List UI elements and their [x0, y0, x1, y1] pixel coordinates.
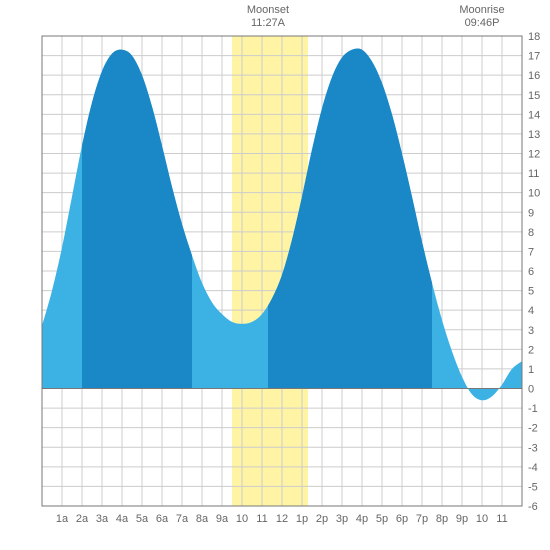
- moonrise-title: Moonrise: [442, 4, 522, 17]
- y-tick-label: 6: [528, 266, 534, 278]
- x-tick-label: 12: [276, 513, 288, 525]
- y-tick-label: 11: [528, 168, 539, 180]
- x-tick-label: 9a: [216, 513, 229, 525]
- x-tick-label: 10: [236, 513, 248, 525]
- chart-svg: -6-5-4-3-2-10123456789101112131415161718…: [0, 0, 550, 550]
- y-tick-label: 9: [528, 207, 534, 219]
- x-tick-label: 3p: [336, 513, 348, 525]
- tide-chart: -6-5-4-3-2-10123456789101112131415161718…: [0, 0, 550, 550]
- x-tick-label: 4p: [356, 513, 368, 525]
- y-tick-label: 18: [528, 31, 540, 43]
- y-tick-label: 4: [528, 305, 534, 317]
- y-tick-label: 3: [528, 325, 534, 337]
- x-tick-label: 1p: [296, 513, 308, 525]
- y-tick-label: 1: [528, 364, 534, 376]
- x-tick-label: 1a: [56, 513, 69, 525]
- x-tick-label: 8p: [436, 513, 448, 525]
- y-tick-label: -5: [528, 481, 538, 493]
- moonrise-time: 09:46P: [442, 17, 522, 30]
- x-tick-label: 8a: [196, 513, 209, 525]
- x-tick-label: 6p: [396, 513, 408, 525]
- moonset-time: 11:27A: [228, 17, 308, 30]
- x-tick-label: 3a: [96, 513, 109, 525]
- y-tick-label: 7: [528, 246, 534, 258]
- x-tick-label: 9p: [456, 513, 468, 525]
- y-tick-label: -6: [528, 501, 538, 513]
- x-tick-label: 6a: [156, 513, 169, 525]
- y-tick-label: 17: [528, 51, 540, 63]
- y-tick-label: 5: [528, 286, 534, 298]
- y-tick-label: 16: [528, 70, 540, 82]
- y-tick-label: 12: [528, 149, 540, 161]
- y-tick-label: -2: [528, 423, 538, 435]
- x-tick-label: 7a: [176, 513, 189, 525]
- y-tick-label: -3: [528, 442, 538, 454]
- y-tick-label: 13: [528, 129, 540, 141]
- x-tick-label: 11: [496, 513, 507, 525]
- y-tick-label: 10: [528, 188, 540, 200]
- y-tick-label: -1: [528, 403, 538, 415]
- x-tick-label: 2p: [316, 513, 328, 525]
- x-tick-label: 5a: [136, 513, 149, 525]
- moonset-annotation: Moonset11:27A: [228, 4, 308, 30]
- x-tick-label: 5p: [376, 513, 388, 525]
- y-tick-label: 15: [528, 90, 540, 102]
- y-tick-label: 2: [528, 344, 534, 356]
- moonrise-annotation: Moonrise09:46P: [442, 4, 522, 30]
- x-tick-label: 4a: [116, 513, 129, 525]
- y-tick-label: 0: [528, 384, 534, 396]
- x-tick-label: 10: [476, 513, 488, 525]
- y-tick-label: -4: [528, 462, 538, 474]
- y-tick-label: 14: [528, 109, 540, 121]
- y-tick-label: 8: [528, 227, 534, 239]
- x-tick-label: 11: [256, 513, 267, 525]
- x-tick-label: 7p: [416, 513, 428, 525]
- moonset-title: Moonset: [228, 4, 308, 17]
- x-tick-label: 2a: [76, 513, 89, 525]
